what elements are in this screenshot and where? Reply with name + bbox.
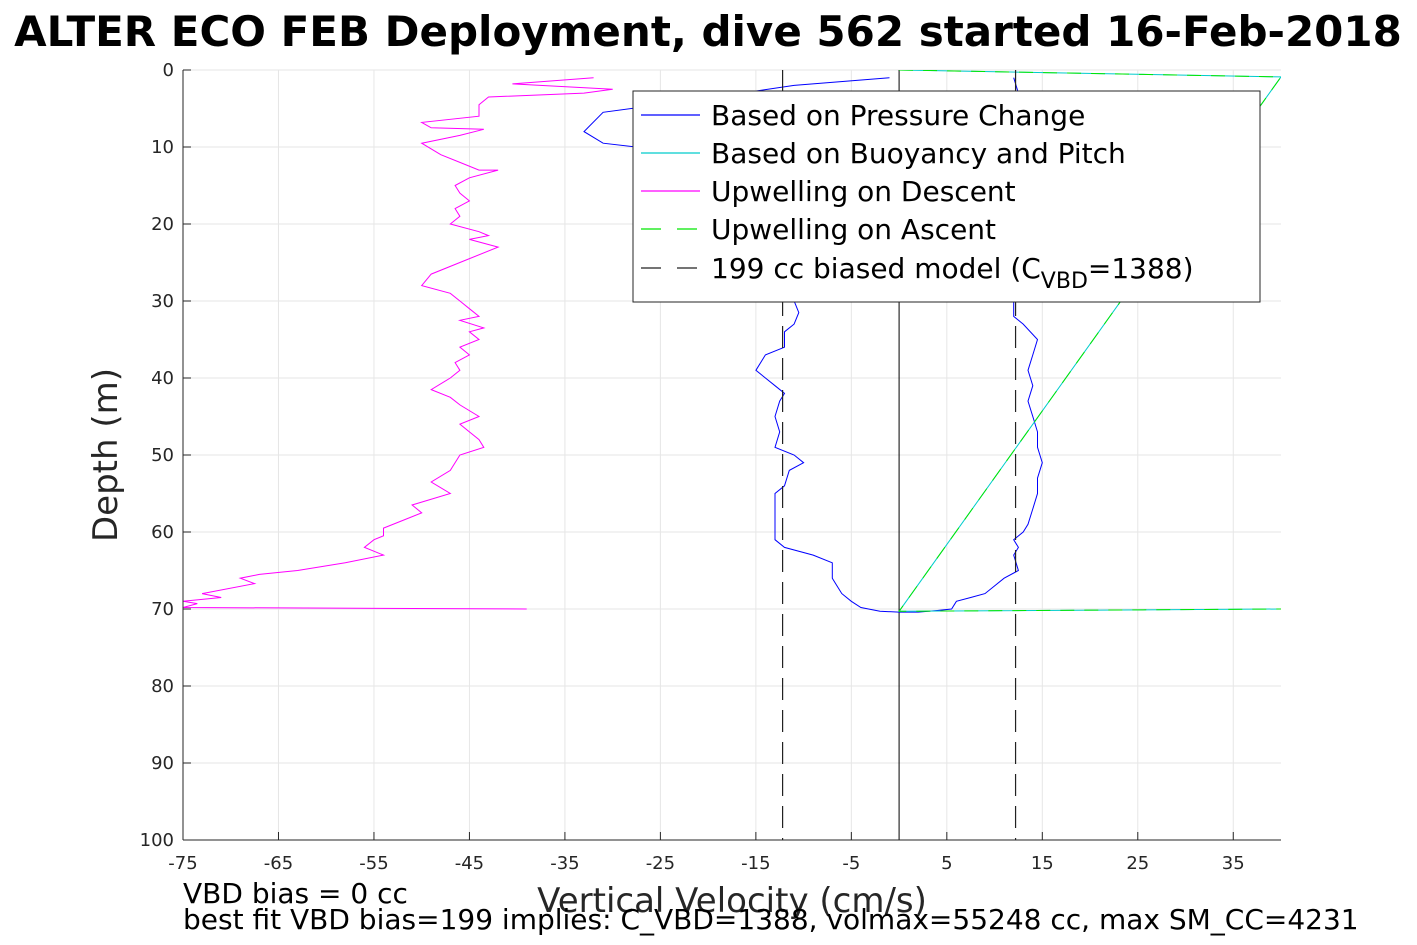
x-tick-label: -45: [455, 853, 484, 874]
x-axis-label: Vertical Velocity (cm/s): [537, 881, 927, 921]
x-tick-label: -5: [842, 853, 860, 874]
y-tick-label: 80: [151, 676, 174, 697]
legend-label-based-on-buoyancy-and-pitch: Based on Buoyancy and Pitch: [711, 137, 1126, 170]
legend-label-upwelling-on-descent: Upwelling on Descent: [711, 175, 1016, 208]
y-tick-label: 60: [151, 522, 174, 543]
x-tick-label: 35: [1222, 853, 1245, 874]
x-tick-label: -65: [264, 853, 293, 874]
x-tick-label: -75: [168, 853, 197, 874]
x-tick-label: -35: [550, 853, 579, 874]
x-tick-label: 5: [941, 853, 952, 874]
y-tick-label: 0: [163, 60, 174, 81]
y-tick-label: 40: [151, 368, 174, 389]
footer-line-2: best fit VBD bias=199 implies: C_VBD=138…: [183, 903, 1359, 936]
legend: Based on Pressure Change Based on Buoyanc…: [632, 90, 1261, 303]
y-tick-label: 50: [151, 445, 174, 466]
series-upwelling-on-descent: [183, 77, 613, 610]
x-tick-label: 25: [1126, 853, 1149, 874]
x-tick-label: -25: [646, 853, 675, 874]
y-tick-label: 20: [151, 214, 174, 235]
chart-title: ALTER ECO FEB Deployment, dive 562 start…: [14, 7, 1402, 56]
x-tick-label: -15: [741, 853, 770, 874]
y-axis-label: Depth (m): [86, 368, 126, 542]
y-tick-label: 10: [151, 137, 174, 158]
y-tick-label: 70: [151, 599, 174, 620]
x-tick-label: -55: [359, 853, 388, 874]
x-tick-label: 15: [1031, 853, 1054, 874]
legend-label-upwelling-on-ascent: Upwelling on Ascent: [711, 213, 996, 246]
legend-label-199-cc-biased-model-c: 199 cc biased model (CVBD=1388): [711, 252, 1194, 294]
tick-labels: -75 -65 -55 -45 -35 -25 -15 -5 5 15 25 350102030405…: [140, 60, 1245, 874]
legend-label-based-on-pressure-change: Based on Pressure Change: [711, 99, 1085, 132]
y-tick-label: 30: [151, 291, 174, 312]
footer-line-1: VBD bias = 0 cc: [183, 877, 408, 910]
series-upwelling-on-ascent: [898, 70, 1281, 612]
y-tick-label: 90: [151, 753, 174, 774]
y-tick-label: 100: [140, 830, 174, 851]
legend-box: [632, 90, 1261, 303]
